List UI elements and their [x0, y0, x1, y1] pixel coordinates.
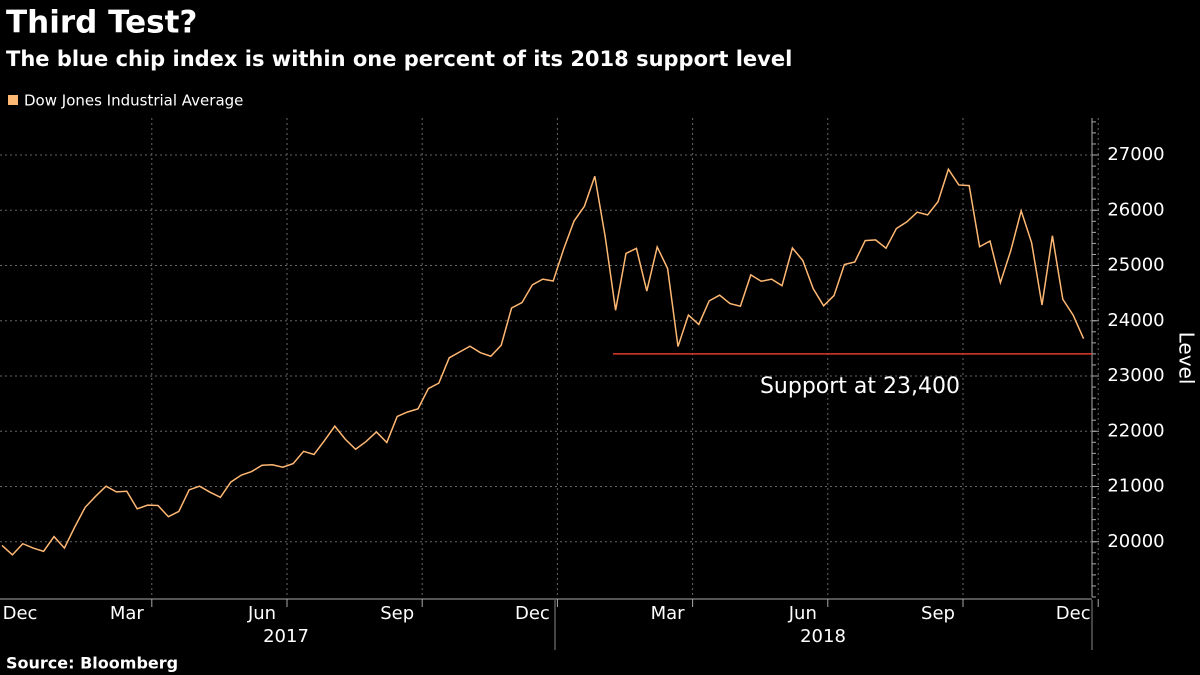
support-label: Support at 23,400 — [760, 374, 960, 399]
x-tick-label: Mar — [110, 603, 145, 624]
chart-title: Third Test? — [6, 5, 197, 41]
x-tick-label: Mar — [651, 603, 686, 624]
x-tick-label: Jun — [247, 603, 276, 624]
y-tick-label: 21000 — [1107, 476, 1164, 497]
y-tick-label: 20000 — [1107, 531, 1164, 552]
x-tick-label: Jun — [788, 603, 817, 624]
source: Source: Bloomberg — [6, 654, 178, 673]
y-tick-label: 23000 — [1107, 365, 1164, 386]
x-tick-label: Dec — [3, 603, 38, 624]
y-axis-label: Level — [1175, 332, 1199, 385]
legend-label: Dow Jones Industrial Average — [24, 92, 243, 110]
x-tick-label: Dec — [515, 603, 550, 624]
legend-swatch — [8, 95, 18, 105]
y-tick-label: 22000 — [1107, 420, 1164, 441]
series-line — [1, 167, 1085, 556]
y-tick-label: 25000 — [1107, 255, 1164, 276]
year-label: 2017 — [263, 626, 309, 647]
x-tick-label: Sep — [921, 603, 955, 624]
y-tick-label: 26000 — [1107, 199, 1164, 220]
x-tick-label: Dec — [1056, 603, 1091, 624]
x-tick-label: Sep — [380, 603, 414, 624]
year-label: 2018 — [800, 626, 846, 647]
y-tick-label: 27000 — [1107, 144, 1164, 165]
y-tick-label: 24000 — [1107, 310, 1164, 331]
chart-subtitle: The blue chip index is within one percen… — [6, 47, 792, 71]
